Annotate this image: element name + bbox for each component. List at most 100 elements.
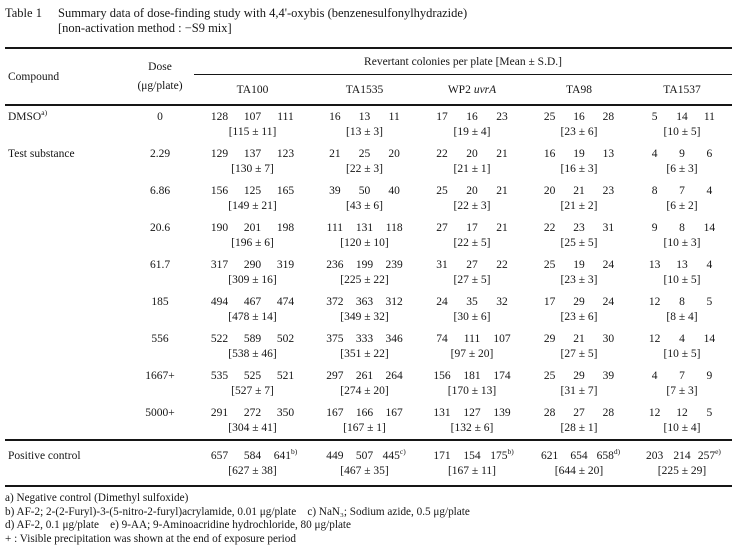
replicate-value: 156	[210, 185, 229, 197]
replicate-values: 236 199 239	[311, 258, 418, 273]
replicate-value: 13	[676, 259, 688, 271]
mean-sd-value: [196 ± 6]	[231, 237, 274, 249]
strain-cell: 24 35 32 [30 ± 6]	[418, 291, 526, 328]
replicate-values: 317 290 319	[194, 258, 311, 273]
table-row: 20.6 190 201 198 [196 ± 6] 111 131 118 [120 ± 10…	[5, 217, 732, 254]
replicate-value: 589	[243, 333, 262, 345]
replicate-value: 507	[355, 450, 374, 462]
replicate-value: 14	[703, 222, 716, 234]
replicate-values: 25 16 28	[526, 110, 632, 125]
replicate-value: 156	[433, 370, 451, 382]
replicate-value: 12	[648, 296, 661, 308]
replicate-values: 4 7 9	[632, 369, 732, 384]
mean-sd-value: [10 ± 5]	[663, 274, 701, 286]
compound-cell	[5, 328, 126, 365]
column-header-dose: Dose (μg/plate)	[126, 48, 194, 106]
column-header-ta1537: TA1537	[632, 74, 733, 106]
strain-cell: 4 9 6 [6 ± 3]	[632, 143, 732, 180]
dose-cell: 0	[157, 111, 163, 123]
replicate-value: 6	[706, 148, 713, 160]
footnote-marker: d)	[613, 447, 621, 457]
strain-cell: 156 125 165 [149 ± 21]	[194, 180, 311, 217]
replicate-value: 363	[355, 296, 374, 308]
mean-sd-value: [22 ± 3]	[453, 200, 491, 212]
replicate-values: 131 127 139	[418, 406, 526, 421]
replicate-value: 27	[573, 407, 585, 419]
mean-sd-value: [130 ± 7]	[231, 163, 274, 175]
replicate-value: 312	[385, 296, 403, 308]
replicate-value: 27	[436, 222, 448, 234]
replicate-value: 131	[433, 407, 451, 419]
strain-cell: 375 333 346 [351 ± 22]	[311, 328, 418, 365]
replicate-values: 28 27 28	[526, 406, 632, 421]
mean-sd-value: [167 ± 11]	[447, 465, 497, 477]
strain-cell: 171 154 175b) [167 ± 11]	[418, 439, 526, 487]
replicate-values: 20 21 23	[526, 184, 632, 199]
strain-cell: 167 166 167 [167 ± 1]	[311, 402, 418, 440]
column-header-compound: Compound	[5, 48, 126, 106]
replicate-value: 257e)	[697, 447, 721, 462]
replicate-value: 25	[436, 185, 448, 197]
strain-cell: 13 13 4 [10 ± 5]	[632, 254, 732, 291]
dose-cell: 185	[151, 296, 169, 308]
replicate-value: 11	[703, 111, 715, 123]
dose-cell	[126, 439, 194, 487]
strain-cell: 39 50 40 [43 ± 6]	[311, 180, 418, 217]
replicate-value: 128	[210, 111, 229, 123]
mean-sd-value: [23 ± 6]	[560, 311, 598, 323]
replicate-value: 11	[388, 111, 400, 123]
table-caption-line1: Summary data of dose-finding study with …	[58, 6, 468, 20]
replicate-value: 14	[703, 333, 716, 345]
replicate-value: 521	[276, 370, 295, 382]
replicate-value: 12	[648, 407, 661, 419]
replicate-value: 28	[543, 407, 556, 419]
replicate-value: 21	[496, 148, 508, 160]
replicate-values: 375 333 346	[311, 332, 418, 347]
footnote-marker: c)	[399, 447, 406, 457]
strain-cell: 131 127 139 [132 ± 6]	[418, 402, 526, 440]
replicate-value: 24	[436, 296, 448, 308]
compound-label: DMSO	[8, 111, 42, 123]
mean-sd-value: [120 ± 10]	[340, 237, 389, 249]
replicate-value: 28	[602, 407, 615, 419]
table-row: 556 522 589 502 [538 ± 46] 375 333 346 [351 ± 22…	[5, 328, 732, 365]
strain-cell: 25 20 21 [22 ± 3]	[418, 180, 526, 217]
replicate-value: 20	[543, 185, 556, 197]
strain-cell: 129 137 123 [130 ± 7]	[194, 143, 311, 180]
replicate-values: 9 8 14	[632, 221, 732, 236]
mean-sd-value: [627 ± 38]	[228, 465, 277, 477]
header-row-top: Compound Dose (μg/plate) Revertant colon…	[5, 48, 733, 106]
strain-cell: 9 8 14 [10 ± 3]	[632, 217, 732, 254]
dose-cell: 2.29	[149, 148, 171, 160]
table-number: Table 1	[5, 6, 42, 20]
dose-cell: 556	[151, 333, 169, 345]
table-row: 185 494 467 474 [478 ± 14] 372 363 312 [349 ± 32…	[5, 291, 732, 328]
replicate-value: 24	[602, 259, 615, 271]
replicate-value: 657	[210, 450, 229, 462]
replicate-value: 27	[466, 259, 478, 271]
replicate-value: 445c)	[382, 447, 406, 462]
strain-cell: 657 584 641b) [627 ± 38]	[194, 439, 311, 487]
strain-cell: 372 363 312 [349 ± 32]	[311, 291, 418, 328]
replicate-value: 125	[243, 185, 262, 197]
replicate-values: 29 21 30	[526, 332, 632, 347]
replicate-value: 175b)	[490, 447, 514, 462]
replicate-value: 25	[543, 111, 556, 123]
replicate-value: 4	[679, 333, 685, 345]
table-body: DMSOa) 0 128 107 111 [115 ± 11] 16 13 11 [13 ± 3]…	[5, 105, 732, 440]
replicate-value: 154	[463, 450, 481, 462]
replicate-value: 4	[651, 370, 658, 382]
strain-cell: 203 214 257e) [225 ± 29]	[632, 439, 733, 487]
replicate-value: 31	[602, 222, 615, 234]
mean-sd-value: [170 ± 13]	[447, 385, 497, 397]
replicate-values: 522 589 502	[194, 332, 311, 347]
replicate-value: 28	[602, 111, 615, 123]
replicate-values: 494 467 474	[194, 295, 311, 310]
replicate-value: 21	[496, 222, 508, 234]
table-title: Table 1 Summary data of dose-finding stu…	[5, 6, 731, 36]
replicate-values: 535 525 521	[194, 369, 311, 384]
replicate-value: 198	[276, 222, 295, 234]
mean-sd-value: [309 ± 16]	[228, 274, 277, 286]
replicate-value: 19	[573, 148, 585, 160]
replicate-value: 25	[358, 148, 371, 160]
